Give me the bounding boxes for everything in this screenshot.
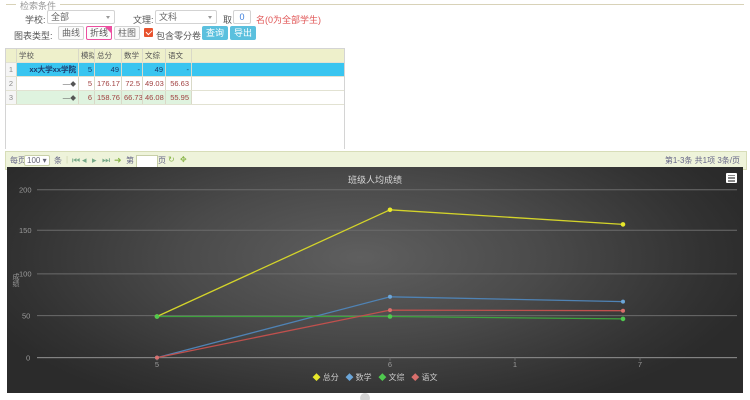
svg-text:0: 0 (26, 353, 30, 362)
svg-text:50: 50 (22, 311, 30, 320)
svg-text:150: 150 (19, 226, 32, 235)
svg-text:7: 7 (638, 360, 642, 369)
svg-text:100: 100 (19, 270, 32, 279)
svg-text:5: 5 (155, 360, 159, 369)
svg-text:200: 200 (19, 186, 32, 195)
svg-text:6: 6 (388, 360, 392, 369)
svg-text:1: 1 (513, 360, 517, 369)
